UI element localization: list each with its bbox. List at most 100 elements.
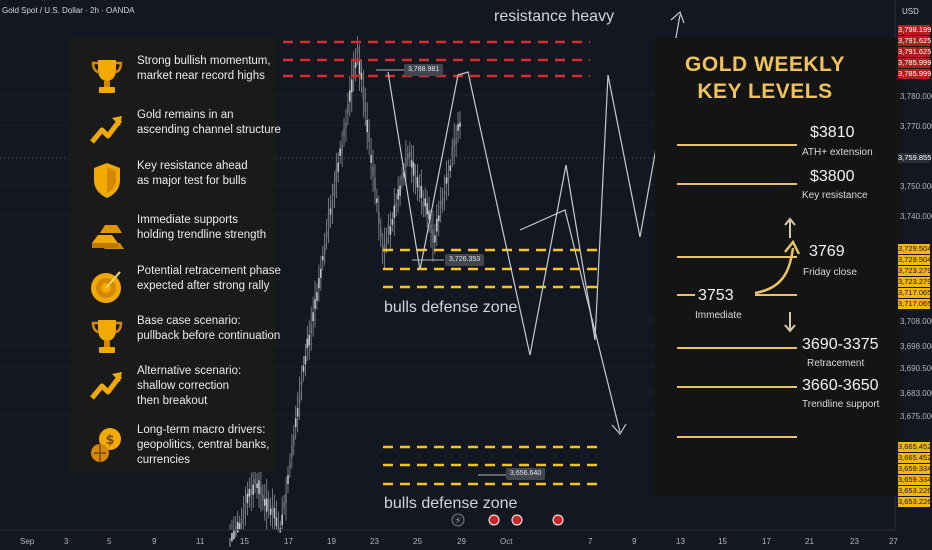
date-tick-label: 17 — [284, 537, 293, 546]
candle-body — [416, 177, 419, 188]
level-label-3810: ATH+ extension — [802, 147, 873, 158]
price-tag-support: 3,659.334 — [898, 475, 932, 485]
level-value-3810: $3810 — [810, 124, 855, 141]
list-item: Base case scenario: pullback before conti… — [68, 314, 280, 364]
candle-body — [451, 147, 454, 158]
candle-body — [306, 338, 309, 348]
event-icons: ⚡ — [451, 513, 564, 527]
price-tag-support: 3,665.452 — [898, 442, 932, 452]
candle-body — [397, 189, 399, 200]
candle-body — [267, 499, 270, 510]
trend-arrow-icon — [90, 366, 124, 404]
date-tick-label: 9 — [152, 537, 157, 546]
level-label-3800: Key resistance — [802, 190, 868, 201]
level-value-3800: $3800 — [810, 168, 855, 185]
list-item-text: Immediate supports holding trendline stre… — [137, 214, 267, 241]
candle-body — [294, 418, 297, 428]
candle-body — [439, 201, 442, 209]
date-tick-label: Sep — [20, 537, 35, 546]
candlesticks — [229, 36, 461, 547]
candle-body — [372, 166, 374, 176]
candle-body — [335, 169, 338, 183]
date-tick-label: 27 — [889, 537, 898, 546]
bulls-defense-label-upper: bulls defense zone — [384, 299, 518, 316]
candle-body — [381, 245, 384, 252]
candle-body — [428, 210, 430, 220]
candle-body — [327, 213, 330, 228]
candle-body — [447, 172, 450, 184]
candle-body — [374, 177, 376, 191]
candle-body — [271, 505, 274, 512]
candle-body — [362, 86, 365, 101]
candle-body — [229, 537, 231, 547]
candle-body — [275, 517, 278, 527]
candle-body — [387, 224, 390, 235]
candle-body — [333, 183, 336, 196]
level-value-trendline: 3660-3650 — [802, 377, 879, 394]
candle-body — [376, 198, 378, 203]
candle-body — [347, 104, 349, 114]
projection-path-alt — [519, 209, 621, 433]
candle-body — [265, 498, 268, 512]
candle-body — [246, 493, 249, 504]
candle-body — [364, 101, 367, 112]
candle-body — [250, 488, 253, 495]
price-tick-label: 3,683.000 — [900, 389, 932, 398]
candle-body — [389, 226, 392, 235]
currency-label[interactable]: USD — [902, 7, 919, 16]
candle-body — [445, 177, 448, 184]
candle-body — [231, 532, 233, 542]
level-line-bottom — [677, 436, 797, 438]
price-tick-label: 3,780.000 — [900, 92, 932, 101]
candle-body — [408, 151, 411, 157]
price-tag-resistance: 3,791.625 — [898, 47, 932, 57]
candle-body — [238, 523, 241, 529]
date-tick-label: 23 — [370, 537, 379, 546]
level-value-3769: 3769 — [809, 243, 845, 260]
candle-body — [418, 185, 421, 191]
candle-body — [360, 72, 363, 80]
svg-text:$: $ — [105, 433, 114, 448]
level-label-retracement: Retracement — [807, 358, 865, 369]
candle-body — [424, 198, 427, 207]
candle-body — [407, 153, 409, 159]
candle-body — [308, 334, 311, 346]
down-arrow-icon — [784, 312, 796, 333]
key-levels-panel: GOLD WEEKLY KEY LEVELS $3810 ATH+ extens… — [655, 38, 903, 496]
candle-body — [233, 529, 235, 540]
level-line-3753-left — [677, 294, 695, 296]
trend-arrow-icon — [90, 110, 124, 148]
candle-body — [432, 229, 434, 244]
candle-body — [414, 175, 417, 184]
date-tick-label: 15 — [240, 537, 249, 546]
candle-body — [436, 218, 438, 232]
candle-body — [263, 499, 266, 506]
level-label-3769: Friday close — [803, 267, 857, 278]
level-line-3800 — [677, 183, 797, 185]
candle-body — [252, 484, 254, 495]
candle-body — [366, 119, 369, 133]
lightning-event-icon — [451, 513, 465, 527]
date-tick-label: 7 — [588, 537, 593, 546]
target-icon — [90, 266, 124, 304]
candle-body — [350, 79, 353, 93]
price-tag-support: 3,665.452 — [898, 453, 932, 463]
candle-body — [420, 186, 423, 198]
arrowheads — [611, 10, 685, 436]
candle-body — [368, 131, 370, 142]
projection-path-main — [387, 14, 681, 356]
gold-bars-icon — [90, 215, 124, 253]
list-item: $ Long-term macro drivers: geopolitics, c… — [68, 423, 276, 473]
candle-body — [345, 122, 347, 128]
trophy-icon — [90, 316, 124, 354]
candle-body — [358, 60, 361, 75]
resistance-heavy-label: resistance heavy — [494, 8, 615, 25]
candle-body — [277, 525, 280, 532]
list-item: Key resistance ahead as major test for bu… — [68, 159, 276, 209]
candle-body — [298, 392, 301, 404]
level-value-retracement: 3690-3375 — [802, 336, 879, 353]
list-item-text: Strong bullish momentum, market near reco… — [137, 55, 271, 82]
price-tag-support: 3,729.504 — [898, 255, 932, 265]
candle-body — [262, 494, 264, 501]
list-item-text: Key resistance ahead as major test for bu… — [137, 160, 248, 187]
